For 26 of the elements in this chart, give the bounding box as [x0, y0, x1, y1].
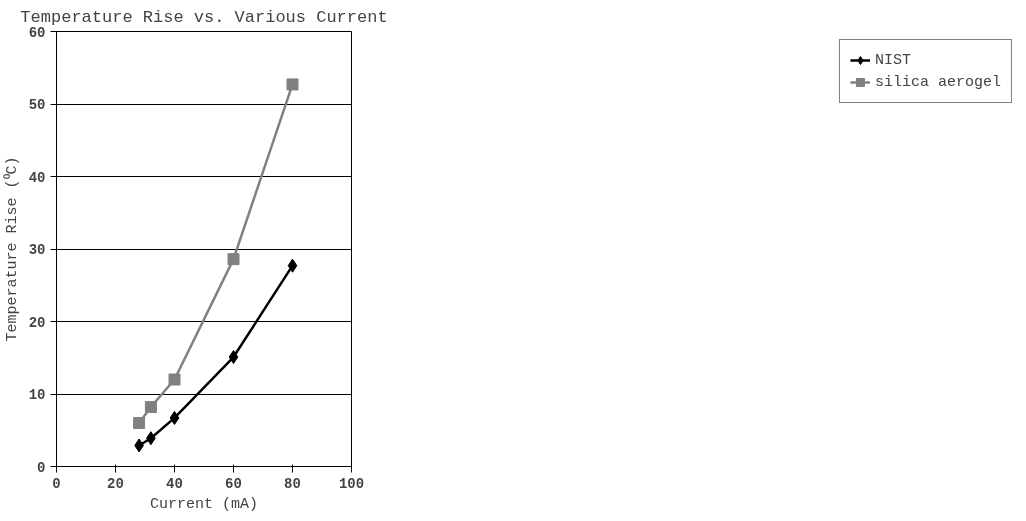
y-tick-label: 10: [28, 387, 46, 403]
x-axis-title: Current (mA): [149, 495, 259, 513]
legend-label: NIST: [874, 51, 911, 69]
point: [286, 78, 299, 91]
point: [228, 350, 239, 365]
point: [227, 253, 240, 266]
legend-label: silica aerogel: [874, 73, 1001, 91]
y-tick-label: 40: [28, 169, 46, 186]
point: [168, 373, 181, 386]
chart-title: Temperature Rise vs. Various Current: [20, 7, 388, 27]
point: [169, 410, 180, 425]
y-axis-title: Temperature Rise (⁰C): [2, 156, 21, 342]
y-tick-label: 30: [28, 242, 46, 258]
x-tick-label: 20: [107, 475, 124, 492]
y-tick-label: 50: [28, 97, 46, 113]
x-tick-label: 100: [338, 475, 365, 492]
point: [133, 417, 146, 429]
x-tick-label: 60: [225, 475, 242, 492]
y-tick-label: 60: [28, 24, 46, 41]
y-tick-label: 20: [28, 314, 46, 331]
point: [144, 401, 157, 414]
y-tick-label: 0: [37, 459, 46, 476]
x-tick-label: 40: [166, 475, 183, 492]
point: [287, 258, 298, 273]
x-tick-label: 80: [284, 475, 301, 492]
x-tick-label: 0: [52, 475, 61, 492]
